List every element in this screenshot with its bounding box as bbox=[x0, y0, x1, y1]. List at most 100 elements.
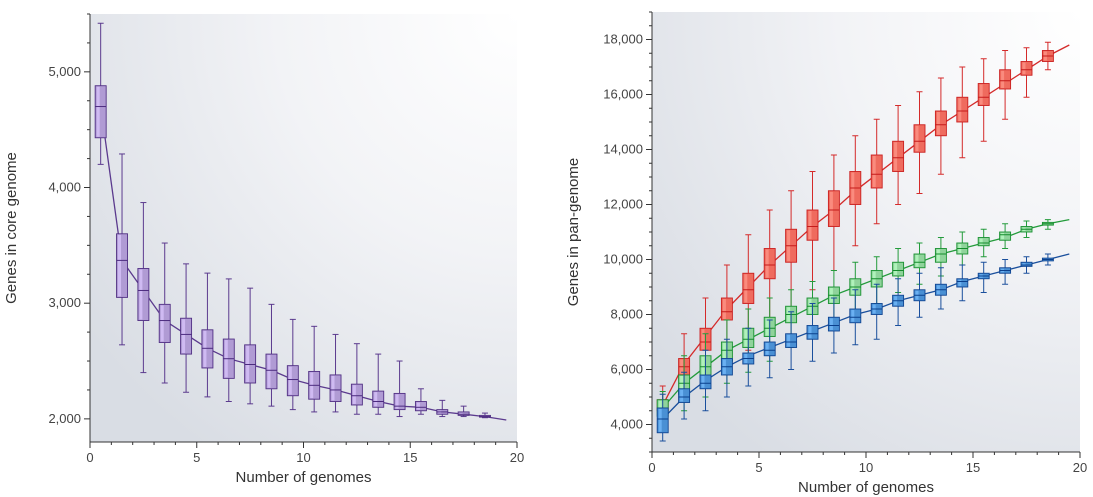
box bbox=[785, 333, 798, 348]
box bbox=[393, 392, 406, 411]
box bbox=[956, 96, 969, 123]
box-highlight bbox=[808, 211, 812, 240]
x-tick-label: 10 bbox=[859, 460, 873, 475]
box-highlight bbox=[765, 343, 769, 355]
box-plot bbox=[350, 343, 363, 415]
box-highlight bbox=[744, 274, 748, 303]
box-highlight bbox=[680, 376, 684, 394]
box-highlight bbox=[958, 98, 962, 121]
box bbox=[1020, 261, 1033, 267]
y-tick-label: 3,000 bbox=[48, 295, 81, 310]
x-axis-title: Number of genomes bbox=[798, 479, 934, 496]
box-highlight bbox=[851, 310, 855, 322]
box bbox=[827, 190, 840, 227]
box bbox=[286, 365, 299, 397]
box bbox=[892, 140, 905, 172]
box-plot bbox=[977, 228, 990, 258]
box-highlight bbox=[288, 366, 292, 395]
box-plot bbox=[977, 58, 990, 142]
box-highlight bbox=[416, 402, 420, 410]
x-tick-label: 15 bbox=[403, 450, 417, 465]
box-plot bbox=[286, 318, 299, 411]
box-highlight bbox=[1022, 263, 1026, 266]
box bbox=[849, 308, 862, 324]
box bbox=[372, 390, 385, 408]
box-plot bbox=[849, 289, 862, 346]
box-plot bbox=[956, 264, 969, 302]
box-highlight bbox=[787, 334, 791, 347]
plot-background bbox=[652, 12, 1080, 452]
box-highlight bbox=[936, 112, 940, 135]
box-highlight bbox=[765, 318, 769, 336]
box-highlight bbox=[160, 305, 164, 342]
x-tick-label: 20 bbox=[510, 450, 524, 465]
box-plot bbox=[158, 242, 171, 384]
box bbox=[806, 325, 819, 340]
box-plot bbox=[457, 405, 470, 418]
box-plot bbox=[1041, 41, 1054, 71]
box-plot bbox=[201, 272, 214, 398]
box-plot bbox=[1020, 256, 1033, 274]
x-axis-title: Number of genomes bbox=[236, 469, 372, 486]
box-plot bbox=[1020, 220, 1033, 238]
box bbox=[913, 124, 926, 153]
box bbox=[870, 154, 883, 189]
y-axis-title: Genes in pan-genome bbox=[565, 158, 582, 306]
box-highlight bbox=[915, 125, 919, 152]
box-highlight bbox=[680, 389, 684, 402]
box-highlight bbox=[979, 238, 983, 245]
plot-background bbox=[90, 14, 517, 442]
box-plot bbox=[999, 50, 1012, 120]
y-tick-label: 14,000 bbox=[603, 142, 643, 157]
box-highlight bbox=[374, 392, 378, 407]
chart-panel-1: 0 5 10 15 20 2,000 3,000 4,000 5,000 Number of ge… bbox=[3, 13, 524, 486]
y-axis-title: Genes in core genome bbox=[3, 152, 20, 304]
box bbox=[180, 317, 193, 355]
box-plot bbox=[913, 91, 926, 194]
box-plot bbox=[934, 267, 947, 310]
x-tick-label: 10 bbox=[296, 450, 310, 465]
box bbox=[934, 248, 947, 263]
box-plot bbox=[720, 338, 733, 398]
box-plot bbox=[870, 118, 883, 225]
box-plot bbox=[956, 66, 969, 159]
y-tick-label: 12,000 bbox=[603, 197, 643, 212]
box-plot bbox=[308, 325, 321, 413]
box bbox=[977, 83, 990, 106]
box-plot bbox=[785, 311, 798, 370]
box-plot bbox=[849, 135, 862, 247]
box-highlight bbox=[808, 326, 812, 339]
box-plot bbox=[806, 303, 819, 362]
box-highlight bbox=[701, 376, 705, 388]
box-highlight bbox=[1001, 233, 1005, 240]
box-highlight bbox=[936, 249, 940, 262]
box bbox=[763, 341, 776, 357]
x-tick-label: 0 bbox=[648, 460, 655, 475]
box bbox=[414, 401, 427, 412]
box-plot bbox=[436, 399, 449, 418]
y-tick-label: 4,000 bbox=[610, 417, 643, 432]
x-tick-label: 0 bbox=[86, 450, 93, 465]
y-tick-label: 2,000 bbox=[48, 411, 81, 426]
box-plot bbox=[137, 202, 150, 374]
box bbox=[742, 272, 755, 304]
box-plot bbox=[94, 22, 107, 165]
box-highlight bbox=[915, 255, 919, 267]
box-plot bbox=[678, 371, 691, 420]
box bbox=[763, 248, 776, 280]
box-highlight bbox=[182, 319, 186, 354]
y-tick-label: 10,000 bbox=[603, 252, 643, 267]
box-plot bbox=[699, 349, 712, 412]
x-tick-label: 5 bbox=[193, 450, 200, 465]
box bbox=[94, 85, 107, 139]
box-highlight bbox=[722, 343, 726, 361]
y-tick-label: 4,000 bbox=[48, 180, 81, 195]
box bbox=[244, 344, 257, 384]
box-plot bbox=[265, 303, 278, 407]
box bbox=[699, 374, 712, 390]
box-plot bbox=[1041, 219, 1054, 230]
box-highlight bbox=[744, 329, 748, 347]
box-highlight bbox=[203, 330, 207, 367]
box-highlight bbox=[894, 263, 898, 275]
